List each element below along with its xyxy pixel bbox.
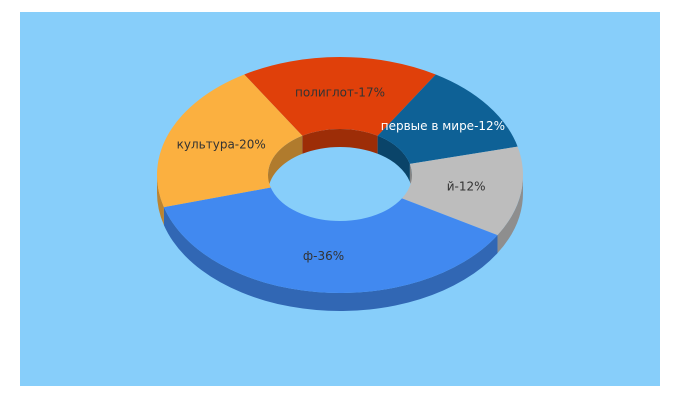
slice-label: ф-36% (303, 249, 344, 263)
slice-side (497, 175, 523, 254)
slice-label: первые в мире-12% (381, 119, 505, 133)
slice (163, 187, 498, 293)
slice (401, 146, 523, 236)
slice-label: й-12% (447, 179, 486, 193)
slice-inner-side (302, 129, 378, 154)
slice-side (163, 207, 498, 311)
slice-inner-side (377, 135, 410, 182)
slice (244, 57, 436, 136)
slice-inner-side (268, 135, 303, 193)
slice (377, 74, 518, 164)
slice-label: культура-20% (177, 138, 266, 152)
slice (157, 74, 303, 208)
slice-label: полиглот-17% (295, 86, 385, 100)
slice-side (157, 175, 164, 226)
